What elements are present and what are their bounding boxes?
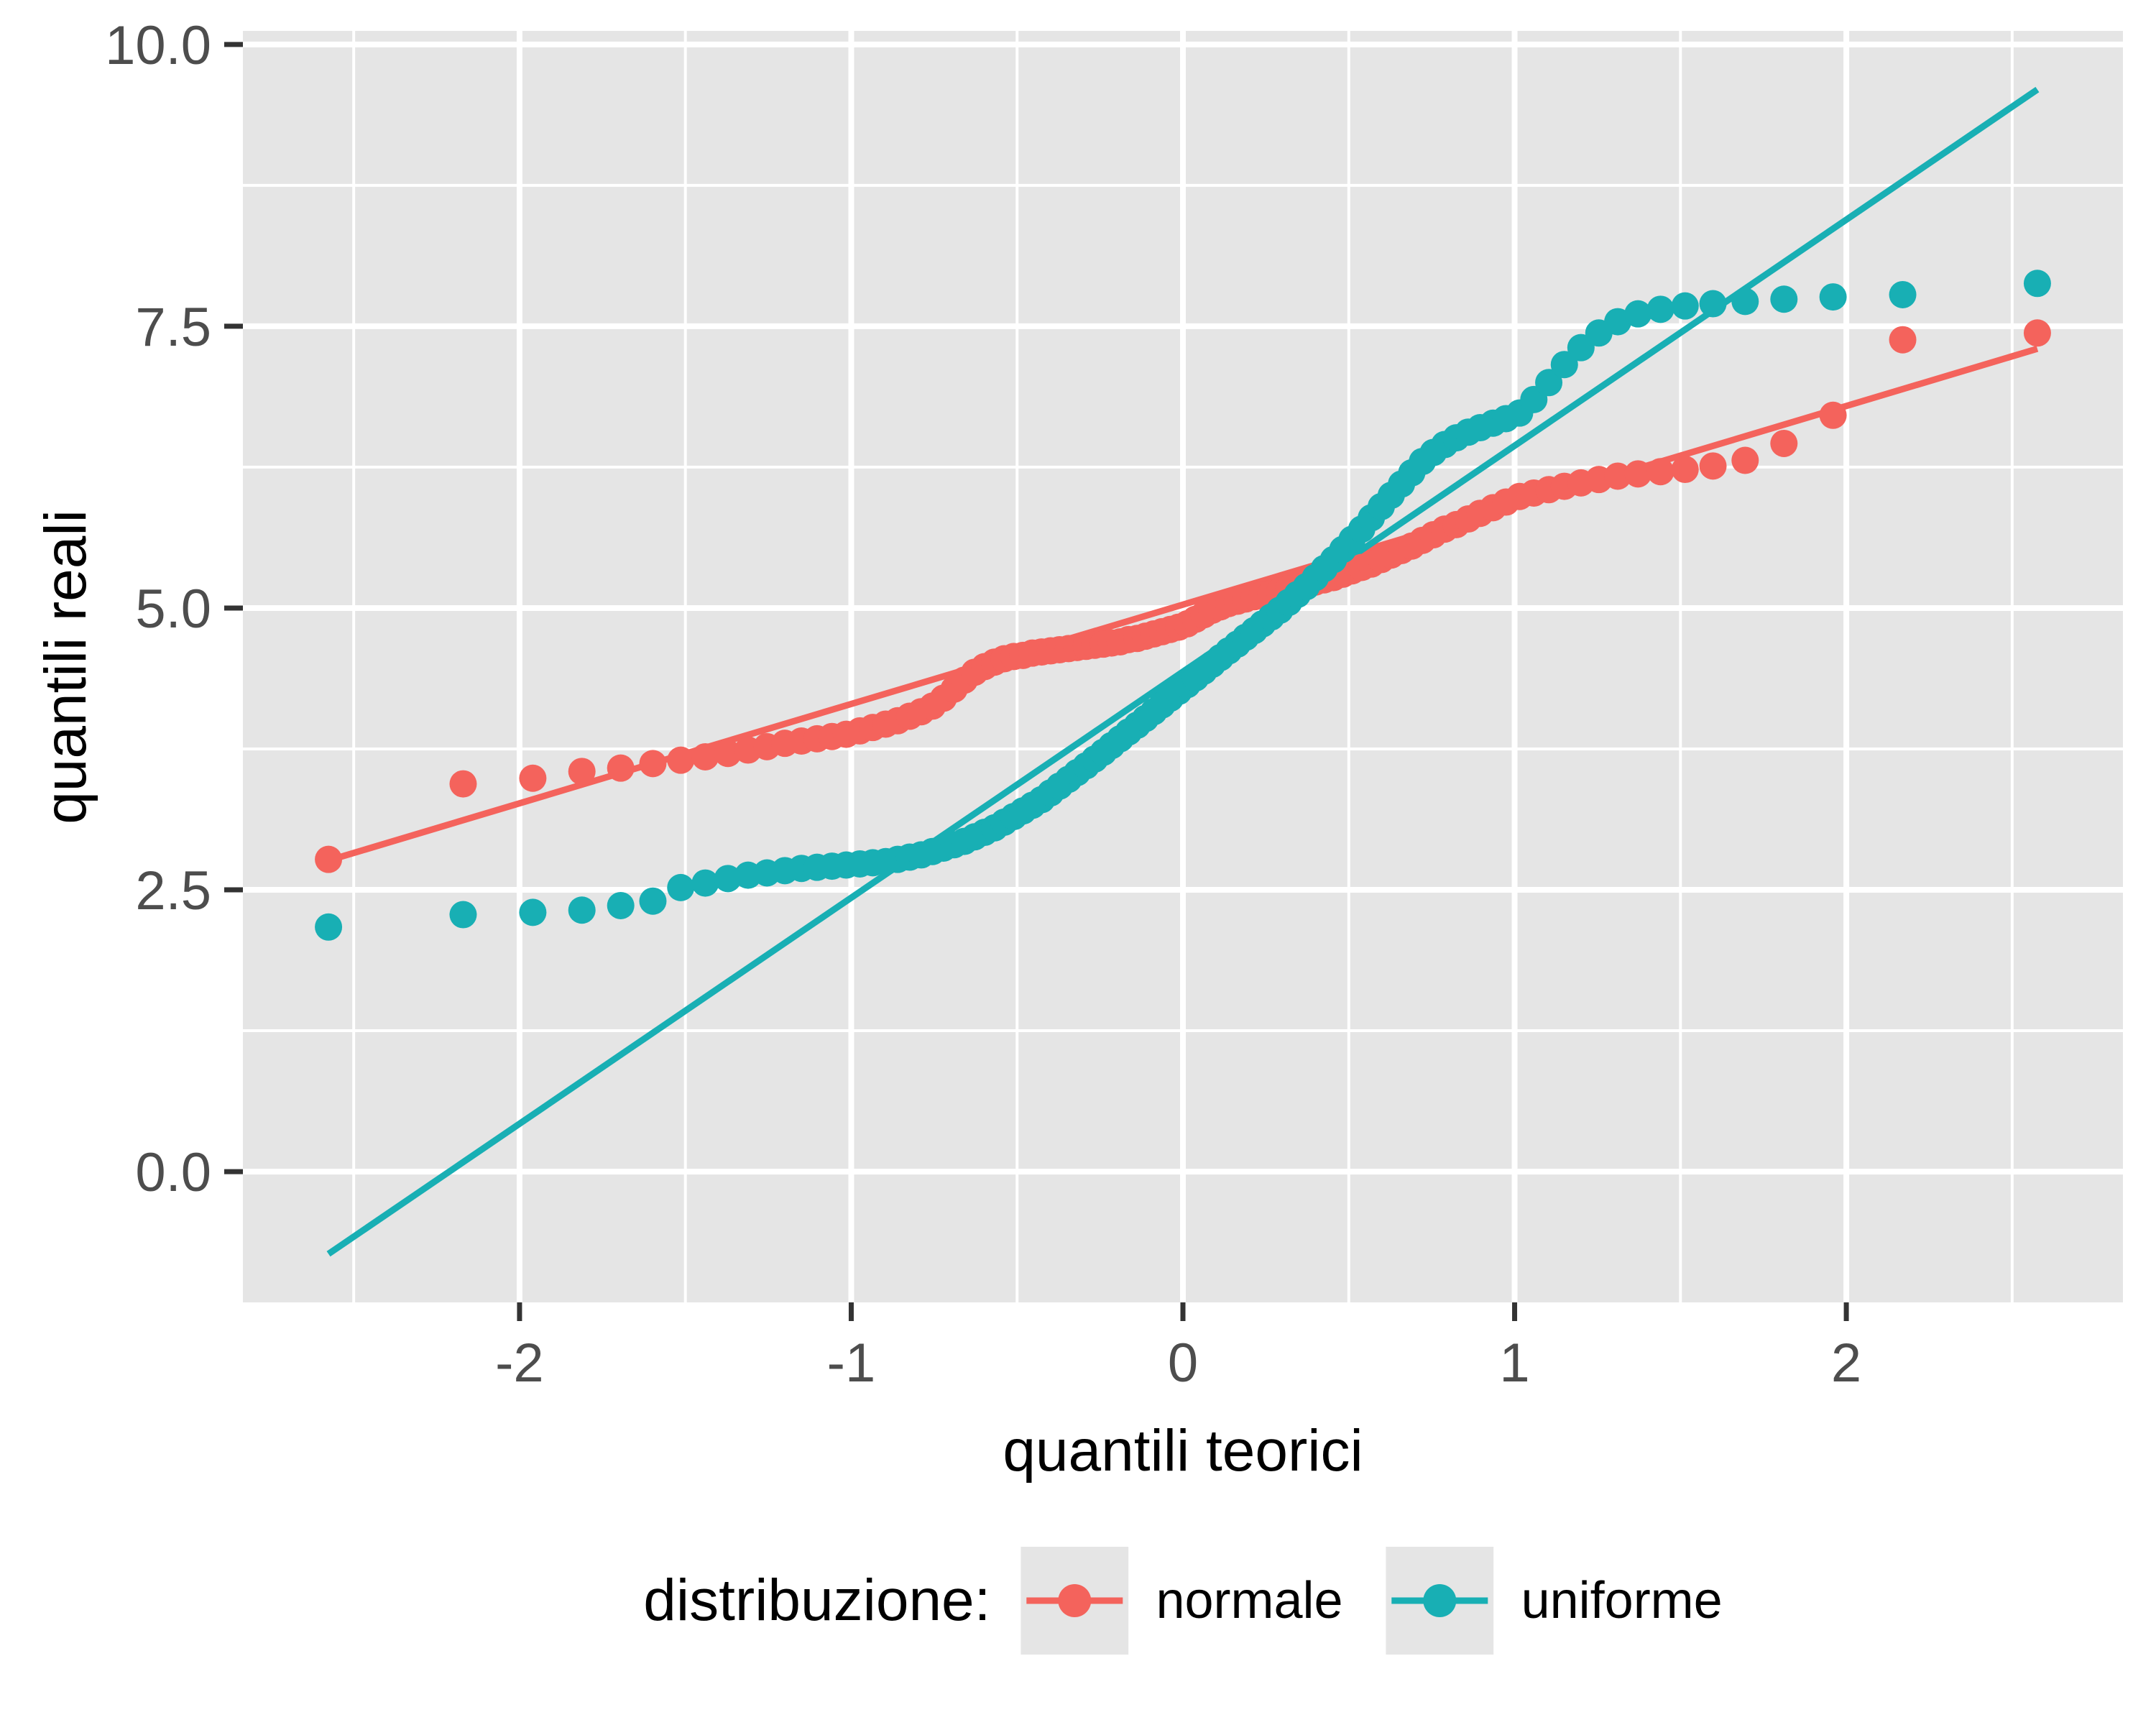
qq-point-uniforme xyxy=(691,869,719,897)
qq-point-normale xyxy=(1889,326,1917,354)
qq-point-uniforme xyxy=(1889,280,1917,308)
x-tick-label: 1 xyxy=(1499,1333,1529,1394)
legend-title: distribuzione: xyxy=(643,1568,991,1633)
qq-point-uniforme xyxy=(1731,288,1759,316)
y-tick-label: 10.0 xyxy=(105,15,211,76)
x-axis-title: quantili teorici xyxy=(1003,1418,1363,1484)
qq-point-uniforme xyxy=(315,913,343,941)
qq-point-uniforme xyxy=(1671,292,1699,320)
qq-point-normale xyxy=(1731,446,1759,474)
qq-point-normale xyxy=(1604,462,1632,490)
qq-point-uniforme xyxy=(1646,295,1674,323)
qq-point-normale xyxy=(1671,456,1699,484)
qq-point-uniforme xyxy=(568,896,596,924)
qq-point-uniforme xyxy=(714,865,742,893)
qq-point-normale xyxy=(1819,401,1847,429)
qq-point-uniforme xyxy=(1535,369,1563,397)
legend-key-normale-icon xyxy=(1021,1547,1129,1655)
qq-point-normale xyxy=(315,845,343,873)
legend-item-uniforme: uniforme xyxy=(1386,1547,1723,1655)
qq-point-normale xyxy=(2023,319,2051,347)
y-tick-label: 5.0 xyxy=(135,579,211,640)
x-tick-label: 2 xyxy=(1831,1333,1861,1394)
legend-key-point xyxy=(1058,1584,1092,1617)
qq-point-normale xyxy=(1770,429,1798,457)
qq-point-normale xyxy=(667,746,695,774)
x-tick-label: 0 xyxy=(1168,1333,1198,1394)
qq-point-uniforme xyxy=(667,873,695,901)
qq-point-normale xyxy=(1699,452,1727,480)
qq-point-uniforme xyxy=(1819,283,1847,311)
legend: distribuzione: normale uniforme xyxy=(643,1547,1723,1655)
y-tick-label: 7.5 xyxy=(135,297,211,358)
y-tick-label: 2.5 xyxy=(135,860,211,921)
legend-label-normale: normale xyxy=(1156,1572,1343,1629)
qq-point-normale xyxy=(639,750,667,778)
qq-point-uniforme xyxy=(1624,300,1652,328)
x-tick-label: -2 xyxy=(495,1333,544,1394)
legend-key-uniforme-icon xyxy=(1386,1547,1494,1655)
qq-point-normale xyxy=(1624,460,1652,488)
qq-point-uniforme xyxy=(639,887,667,915)
legend-item-normale: normale xyxy=(1021,1547,1343,1655)
qq-point-normale xyxy=(691,742,719,770)
qq-point-uniforme xyxy=(519,898,547,926)
y-tick-label: 0.0 xyxy=(135,1142,211,1203)
qq-point-normale xyxy=(568,758,596,786)
legend-key-point xyxy=(1423,1584,1457,1617)
y-axis-title: quantili reali xyxy=(33,510,98,824)
qq-point-normale xyxy=(1646,458,1674,486)
qq-point-normale xyxy=(714,740,742,768)
qq-point-uniforme xyxy=(1550,351,1578,379)
qq-point-uniforme xyxy=(2023,270,2051,298)
qq-point-uniforme xyxy=(607,891,635,919)
qq-point-normale xyxy=(607,754,635,782)
qq-point-uniforme xyxy=(449,901,477,929)
qq-point-uniforme xyxy=(1699,290,1727,318)
qq-point-normale xyxy=(519,764,547,792)
qq-point-normale xyxy=(449,770,477,798)
x-tick-label: -1 xyxy=(827,1333,876,1394)
qq-point-uniforme xyxy=(1770,285,1798,313)
legend-label-uniforme: uniforme xyxy=(1521,1572,1723,1629)
qq-line-uniforme xyxy=(326,86,2040,1257)
